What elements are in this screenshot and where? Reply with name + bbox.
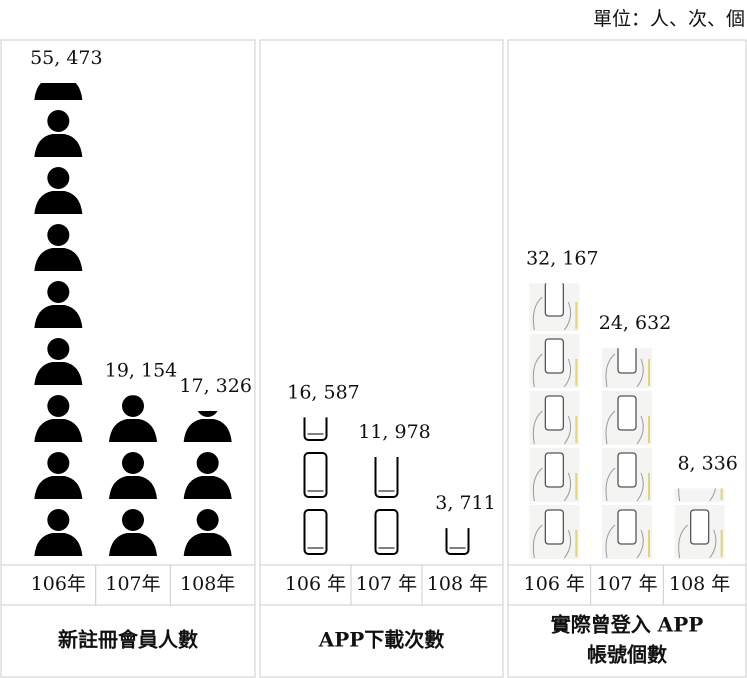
icon-phone <box>618 510 636 544</box>
pictogram-bar <box>447 510 469 554</box>
icon-body <box>34 419 82 442</box>
unit-label: 單位：人、次、個 <box>593 8 745 30</box>
icon-head <box>122 509 144 531</box>
icon-body <box>34 77 82 100</box>
icon-phone <box>618 396 636 430</box>
icon-head <box>47 395 69 417</box>
pictogram-bar <box>529 277 579 559</box>
panel-title: 實際曾登入 APP <box>551 613 704 637</box>
icon-phone <box>545 339 563 373</box>
panel-title: 新註冊會員人數 <box>58 628 198 652</box>
icon-head <box>47 110 69 132</box>
pictogram-bar <box>34 53 82 556</box>
category-label: 107 年 <box>356 573 417 595</box>
icon-body <box>184 533 232 556</box>
icon-body <box>34 533 82 556</box>
icon-phone <box>447 510 469 554</box>
icon-body <box>109 419 157 442</box>
pictogram-bar <box>305 396 327 554</box>
icon-phone <box>545 282 563 316</box>
icon-phone <box>691 510 709 544</box>
icon-head <box>122 452 144 474</box>
icon-body <box>34 134 82 157</box>
value-label: 55, 473 <box>30 47 103 69</box>
value-label: 3, 711 <box>435 492 495 514</box>
icon-phone <box>305 510 327 554</box>
value-label: 8, 336 <box>677 452 737 474</box>
icon-body <box>34 191 82 214</box>
icon-body <box>109 533 157 556</box>
icon-body <box>109 476 157 499</box>
category-label: 107年 <box>105 573 160 595</box>
icon-phone <box>376 510 398 554</box>
icon-head <box>47 509 69 531</box>
icon-phone <box>618 453 636 487</box>
icon-head <box>47 167 69 189</box>
icon-phone <box>305 453 327 497</box>
value-label: 17, 326 <box>179 375 252 397</box>
icon-body <box>184 419 232 442</box>
pictogram-bar <box>376 453 398 554</box>
icon-body <box>34 476 82 499</box>
icon-phone <box>376 453 398 497</box>
value-label: 32, 167 <box>526 247 599 269</box>
icon-phone <box>545 453 563 487</box>
icon-head <box>47 338 69 360</box>
pictogram-bar <box>184 395 232 556</box>
category-label: 106 年 <box>524 573 585 595</box>
icon-head <box>47 281 69 303</box>
panel-title: APP下載次數 <box>318 628 445 652</box>
icon-body <box>34 362 82 385</box>
value-label: 11, 978 <box>358 421 431 443</box>
icon-head <box>197 395 219 417</box>
category-label: 108年 <box>180 573 235 595</box>
category-label: 106年 <box>31 573 86 595</box>
category-label: 108 年 <box>427 573 488 595</box>
icon-head <box>122 395 144 417</box>
value-label: 19, 154 <box>105 359 178 381</box>
value-label: 24, 632 <box>599 312 672 334</box>
icon-head <box>197 509 219 531</box>
category-label: 107 年 <box>596 573 657 595</box>
category-label: 108 年 <box>669 573 730 595</box>
icon-body <box>34 248 82 271</box>
panel-title: 帳號個數 <box>587 643 667 667</box>
icon-head <box>47 452 69 474</box>
pictogram-bar <box>109 395 157 556</box>
category-label: 106 年 <box>285 573 346 595</box>
icon-head <box>197 452 219 474</box>
value-label: 16, 587 <box>287 381 360 403</box>
chart: 單位：人、次、個 55, 473 106年 19, 154 107年 17, 326 10… <box>0 0 747 678</box>
icon-body <box>184 476 232 499</box>
icon-head <box>47 224 69 246</box>
pictogram-bar <box>602 334 652 559</box>
icon-body <box>34 305 82 328</box>
icon-phone <box>545 396 563 430</box>
icon-phone <box>618 339 636 373</box>
icon-phone <box>545 510 563 544</box>
